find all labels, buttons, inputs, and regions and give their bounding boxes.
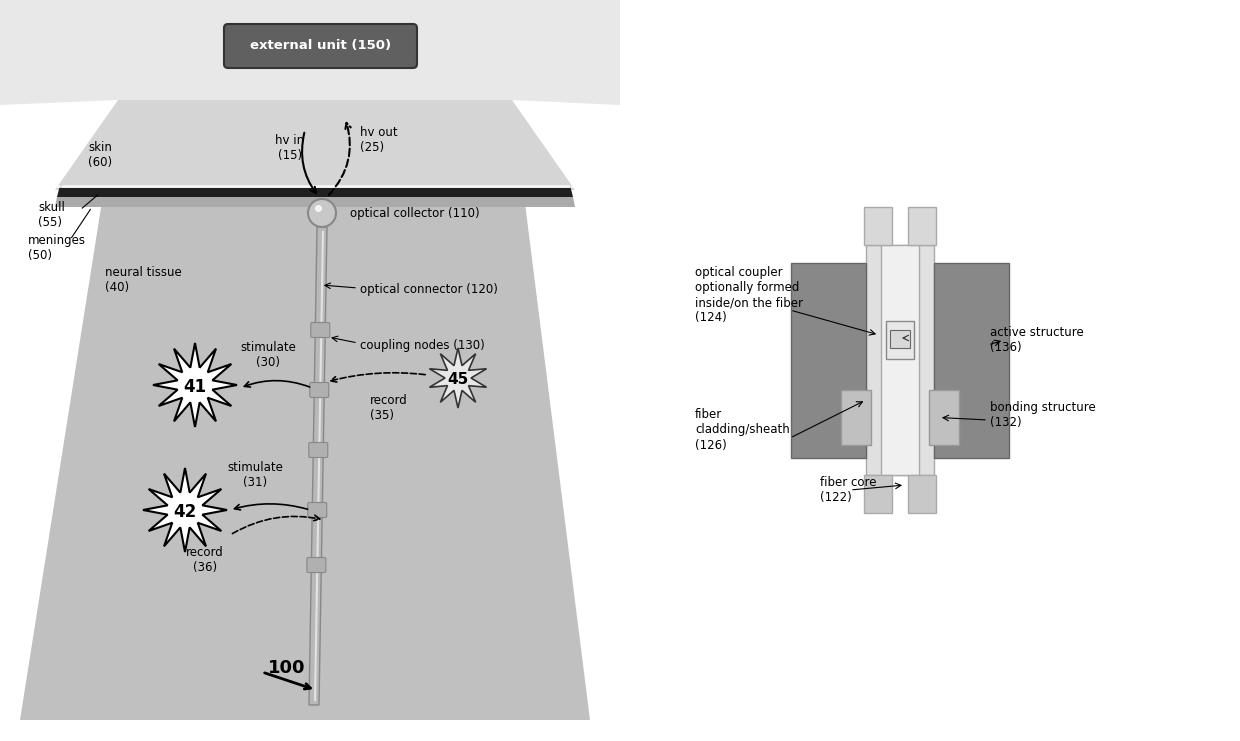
Polygon shape	[0, 0, 620, 105]
Polygon shape	[429, 348, 486, 408]
FancyBboxPatch shape	[880, 245, 919, 475]
Text: hv out
(25): hv out (25)	[360, 126, 398, 154]
FancyBboxPatch shape	[224, 24, 417, 68]
Polygon shape	[55, 197, 575, 207]
FancyBboxPatch shape	[908, 475, 936, 513]
Text: optical coupler
optionally formed
inside/on the fiber
(124): optical coupler optionally formed inside…	[694, 266, 804, 324]
Text: skin
(60): skin (60)	[88, 141, 112, 169]
Text: neural tissue
(40): neural tissue (40)	[105, 266, 182, 294]
Text: skull
(55): skull (55)	[38, 201, 64, 229]
FancyBboxPatch shape	[864, 207, 892, 245]
FancyBboxPatch shape	[306, 557, 326, 573]
Text: stimulate
(31): stimulate (31)	[227, 461, 283, 489]
Polygon shape	[20, 100, 590, 720]
Text: optical connector (120): optical connector (120)	[360, 284, 498, 296]
FancyBboxPatch shape	[308, 502, 327, 517]
Text: active structure
(136): active structure (136)	[990, 326, 1084, 354]
Polygon shape	[635, 0, 1240, 741]
Circle shape	[308, 199, 336, 227]
Text: meninges
(50): meninges (50)	[29, 234, 86, 262]
Polygon shape	[143, 468, 227, 552]
Text: bonding structure
(132): bonding structure (132)	[990, 401, 1096, 429]
Text: external unit (150): external unit (150)	[250, 39, 391, 53]
FancyBboxPatch shape	[310, 382, 329, 397]
Text: stimulate
(30): stimulate (30)	[241, 341, 296, 369]
FancyBboxPatch shape	[934, 262, 1009, 457]
Text: record
(36): record (36)	[186, 546, 224, 574]
Polygon shape	[309, 227, 327, 705]
Text: coupling nodes (130): coupling nodes (130)	[360, 339, 485, 351]
FancyBboxPatch shape	[887, 321, 914, 359]
FancyBboxPatch shape	[311, 322, 330, 337]
FancyBboxPatch shape	[791, 262, 866, 457]
FancyBboxPatch shape	[890, 330, 910, 348]
Text: optical collector (110): optical collector (110)	[350, 207, 480, 219]
Text: hv in
(15): hv in (15)	[275, 134, 305, 162]
FancyBboxPatch shape	[864, 475, 892, 513]
Polygon shape	[153, 343, 237, 427]
FancyBboxPatch shape	[908, 207, 936, 245]
Text: record
(35): record (35)	[370, 394, 408, 422]
Text: fiber
cladding/sheath
(126): fiber cladding/sheath (126)	[694, 408, 790, 451]
FancyBboxPatch shape	[929, 390, 959, 445]
Polygon shape	[55, 100, 575, 190]
Text: 100: 100	[268, 659, 305, 677]
Text: 42: 42	[174, 503, 197, 521]
Polygon shape	[0, 0, 620, 741]
FancyBboxPatch shape	[866, 245, 934, 475]
Polygon shape	[57, 185, 573, 197]
Text: fiber core
(122): fiber core (122)	[820, 476, 877, 504]
Text: 41: 41	[184, 378, 207, 396]
FancyBboxPatch shape	[309, 442, 327, 457]
FancyBboxPatch shape	[841, 390, 870, 445]
Text: 45: 45	[448, 373, 469, 388]
